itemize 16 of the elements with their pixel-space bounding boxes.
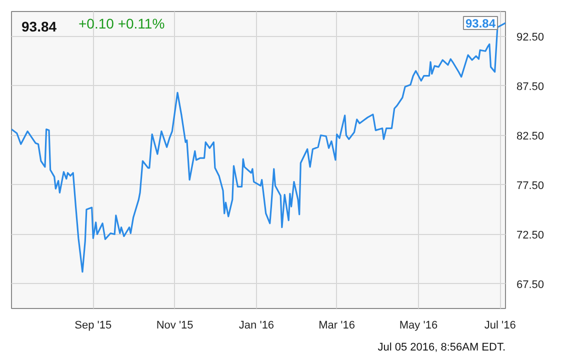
y-tick-label: 87.50 — [516, 80, 544, 93]
y-tick-label: 67.50 — [516, 278, 544, 291]
y-tick-label: 77.50 — [516, 180, 544, 192]
x-tick-label: Sep '15 — [74, 320, 112, 332]
chart-subtitle: +0.10 +0.11% — [78, 16, 165, 32]
y-tick-label: 72.50 — [516, 229, 544, 242]
text: 93.84 — [22, 18, 57, 34]
x-tick-label: May '16 — [399, 320, 438, 332]
x-tick-label: Jul '16 — [484, 320, 516, 332]
x-tick-label: Jan '16 — [238, 320, 274, 332]
x-tick-label: Mar '16 — [318, 320, 355, 332]
y-tick-label: 92.50 — [516, 31, 544, 44]
annotation: 93.84 — [465, 16, 496, 30]
text: Jul 05 2016, 8:56AM EDT. — [378, 342, 506, 354]
x-tick-label: Nov '15 — [156, 320, 194, 332]
y-tick-label: 82.50 — [516, 130, 544, 142]
